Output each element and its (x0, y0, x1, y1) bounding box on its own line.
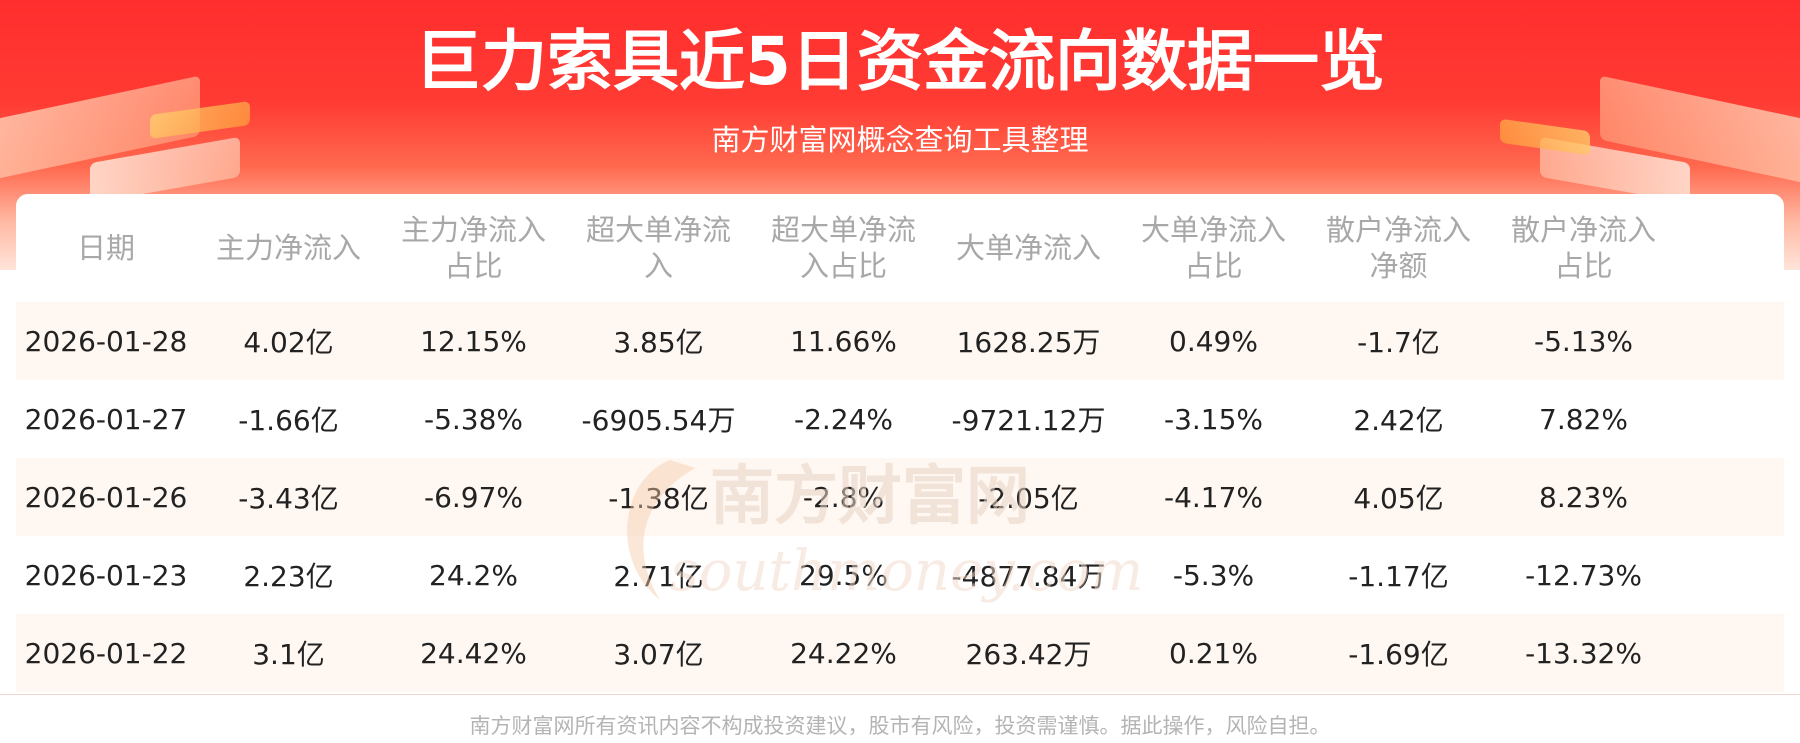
column-header-line: 占比 (444, 249, 503, 283)
value-cell: -6905.54万 (581, 404, 736, 437)
value-cell: -4877.84万 (951, 560, 1106, 593)
value-cell: 2.42亿 (1353, 404, 1444, 437)
column-header-label: 超大单净流 入占比 (771, 212, 916, 284)
column-header: 大单净流入 占比 (1121, 194, 1306, 302)
value-cell: 3.07亿 (613, 638, 704, 671)
column-header-line: 超大单净流 (770, 213, 916, 247)
column-header-label: 散户净流入 占比 (1511, 212, 1656, 284)
value-cell: 3.1亿 (252, 638, 325, 671)
value-cell: 24.42% (420, 636, 527, 670)
column-header: 散户净流入 净额 (1306, 194, 1491, 302)
column-header-line: 大单净流入 (1140, 213, 1286, 247)
column-header-label: 超大单净流入 (586, 212, 731, 284)
value-cell: 12.15% (420, 324, 527, 358)
disclaimer-text: 南方财富网所有资讯内容不构成投资建议，股市有风险，投资需谨慎。据此操作，风险自担… (469, 714, 1331, 738)
page-subtitle: 南方财富网概念查询工具整理 (711, 123, 1089, 157)
date-cell: 2026-01-27 (24, 402, 188, 436)
date-cell: 2026-01-23 (24, 558, 188, 592)
value-cell: -4.17% (1163, 480, 1264, 514)
value-cell: 3.85亿 (613, 326, 704, 359)
value-cell: -3.15% (1163, 402, 1264, 436)
table-header: 日期 主力净流入 主力净流入 占比 超大单净流入超大单净流 入占比 大单净流入 大单净流入 占比… (16, 194, 1784, 302)
column-header-line: 散户净流入 (1510, 213, 1656, 247)
column-header: 大单净流入 (936, 194, 1121, 302)
value-cell: 7.82% (1539, 402, 1628, 436)
value-cell: -5.3% (1172, 558, 1255, 592)
column-header-line: 占比 (1184, 249, 1243, 283)
column-header: 主力净流入 占比 (381, 194, 566, 302)
column-header: 主力净流入 (196, 194, 381, 302)
value-cell: 8.23% (1539, 480, 1628, 514)
value-cell: -2.05亿 (978, 482, 1079, 515)
column-header-line: 净额 (1369, 249, 1428, 283)
value-cell: 1628.25万 (956, 326, 1101, 359)
value-cell: -5.38% (423, 402, 524, 436)
value-cell: -12.73% (1525, 558, 1642, 592)
column-header-label: 主力净流入 占比 (401, 212, 546, 284)
table-row: 2026-01-28 4.02亿 12.15% 3.85亿 11.66% 1628.25万… (16, 302, 1784, 380)
column-header-label: 主力净流入 (216, 230, 361, 266)
value-cell: -2.8% (802, 480, 885, 514)
value-cell: -1.38亿 (608, 482, 709, 515)
value-cell: 11.66% (790, 324, 897, 358)
column-header: 超大单净流入 (566, 194, 751, 302)
column-header: 超大单净流 入占比 (751, 194, 936, 302)
table-row: 2026-01-26 -3.43亿 -6.97% -1.38亿 -2.8% -2.05亿 -… (16, 458, 1784, 536)
column-header-line: 日期 (76, 231, 135, 265)
value-cell: -6.97% (423, 480, 524, 514)
value-cell: -1.66亿 (238, 404, 339, 437)
value-cell: 2.71亿 (613, 560, 704, 593)
value-cell: -5.13% (1533, 324, 1634, 358)
column-header-label: 大单净流入 (956, 230, 1101, 266)
value-cell: -1.69亿 (1348, 638, 1449, 671)
value-cell: 0.49% (1169, 324, 1258, 358)
column-header-line: 占比 (1554, 249, 1613, 283)
date-cell: 2026-01-22 (24, 636, 188, 670)
value-cell: -3.43亿 (238, 482, 339, 515)
value-cell: 29.5% (799, 558, 888, 592)
column-header-label: 大单净流入 占比 (1141, 212, 1286, 284)
value-cell: 2.23亿 (243, 560, 334, 593)
value-cell: -1.7亿 (1357, 326, 1440, 359)
table-row: 2026-01-23 2.23亿 24.2% 2.71亿 29.5% -4877.84万 -… (16, 536, 1784, 614)
table-row: 2026-01-22 3.1亿 24.42% 3.07亿 24.22% 263.42万 0.… (16, 614, 1784, 692)
column-header-line: 入 (643, 249, 673, 283)
value-cell: 0.21% (1169, 636, 1258, 670)
date-cell: 2026-01-28 (24, 324, 188, 358)
value-cell: -2.24% (793, 402, 894, 436)
column-header-label: 日期 (77, 230, 135, 266)
value-cell: 24.22% (790, 636, 897, 670)
value-cell: -9721.12万 (951, 404, 1106, 437)
column-header-line: 主力净流入 (215, 231, 361, 265)
value-cell: 4.02亿 (243, 326, 334, 359)
column-header-line: 散户净流入 (1325, 213, 1471, 247)
column-header-line: 超大单净流 (585, 213, 731, 247)
column-header-line: 入占比 (799, 249, 887, 283)
column-header-label: 散户净流入 净额 (1326, 212, 1471, 284)
value-cell: -1.17亿 (1348, 560, 1449, 593)
date-cell: 2026-01-26 (24, 480, 188, 514)
value-cell: 4.05亿 (1353, 482, 1444, 515)
value-cell: 24.2% (429, 558, 518, 592)
data-table-card: 日期 主力净流入 主力净流入 占比 超大单净流入超大单净流 入占比 大单净流入 大单净流入 占比… (16, 194, 1784, 694)
page-title: 巨力索具近5日资金流向数据一览 (415, 23, 1385, 100)
value-cell: 263.42万 (965, 638, 1092, 671)
column-header-line: 大单净流入 (955, 231, 1101, 265)
column-header: 日期 (16, 194, 196, 302)
table-row: 2026-01-27 -1.66亿 -5.38% -6905.54万 -2.24% -97… (16, 380, 1784, 458)
footer-divider (0, 694, 1800, 695)
value-cell: -13.32% (1525, 636, 1642, 670)
column-header: 散户净流入 占比 (1491, 194, 1676, 302)
column-header-line: 主力净流入 (400, 213, 546, 247)
